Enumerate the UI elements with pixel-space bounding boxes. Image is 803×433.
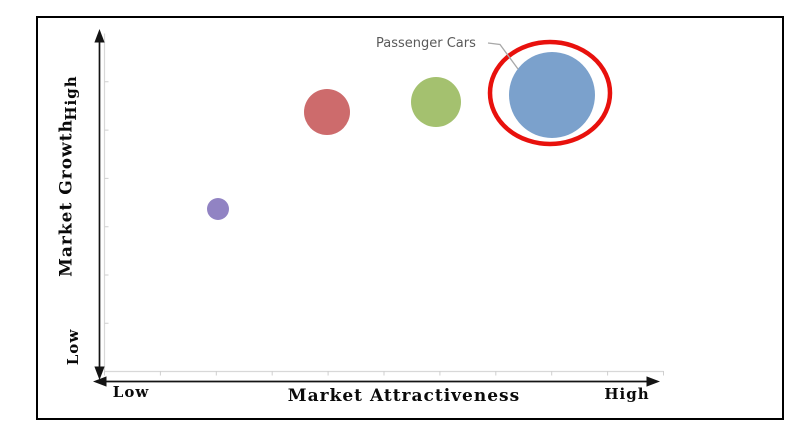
annotation-leader-line xyxy=(487,42,519,70)
y-axis-arrow xyxy=(94,29,105,380)
bubble-passenger-cars xyxy=(509,52,595,138)
bubble-purple xyxy=(207,198,229,220)
bubble-green xyxy=(411,77,461,127)
bubbles-layer xyxy=(207,52,595,220)
x-axis-ticks xyxy=(104,371,664,376)
arrow-left-icon xyxy=(93,376,107,387)
x-axis-low-label: Low xyxy=(113,383,150,401)
y-axis-high-label: High xyxy=(62,75,80,120)
x-axis-high-label: High xyxy=(604,385,649,403)
y-axis-ticks xyxy=(104,81,109,324)
arrow-down-icon xyxy=(94,366,105,380)
y-axis-low-label: Low xyxy=(64,329,82,366)
highlight-ellipse xyxy=(487,39,613,147)
y-axis-title: Market Growth xyxy=(57,119,77,277)
arrow-up-icon xyxy=(94,29,105,43)
annotation-label: Passenger Cars xyxy=(376,36,476,51)
figure-border xyxy=(36,16,784,420)
x-axis-title: Market Attractiveness xyxy=(288,386,520,406)
arrow-right-icon xyxy=(646,376,660,387)
bubble-red xyxy=(304,89,350,135)
x-axis-arrow xyxy=(93,376,660,387)
